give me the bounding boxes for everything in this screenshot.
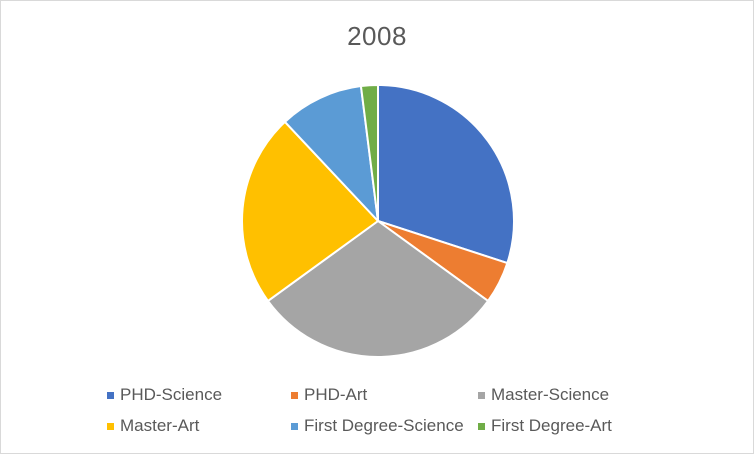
legend-item-4: First Degree-Science bbox=[291, 415, 464, 437]
legend-item-3: Master-Art bbox=[107, 415, 199, 437]
legend-swatch-2 bbox=[478, 391, 485, 399]
legend-label-2: Master-Science bbox=[491, 385, 610, 404]
pie-slice-5 bbox=[359, 83, 379, 222]
pie-slice-3 bbox=[241, 120, 379, 302]
legend-label-4: First Degree-Science bbox=[304, 416, 464, 435]
legend-label-0: PHD-Science bbox=[120, 385, 223, 404]
legend-label-1: PHD-Art bbox=[304, 385, 368, 404]
chart-title: 2008 bbox=[347, 21, 407, 51]
pie-slice-0 bbox=[377, 84, 515, 265]
legend-label-3: Master-Art bbox=[120, 416, 200, 435]
legend-swatch-1 bbox=[291, 391, 298, 399]
pie-slice-4 bbox=[283, 85, 379, 222]
legend-item-1: PHD-Art bbox=[291, 384, 367, 406]
legend-item-2: Master-Science bbox=[478, 384, 609, 406]
legend-swatch-0 bbox=[107, 391, 114, 399]
legend-swatch-4 bbox=[291, 422, 298, 430]
legend-label-5: First Degree-Art bbox=[491, 416, 612, 435]
legend-item-5: First Degree-Art bbox=[478, 415, 612, 437]
legend-item-0: PHD-Science bbox=[107, 384, 222, 406]
pie-slice-2 bbox=[266, 220, 490, 358]
legend-swatch-5 bbox=[478, 422, 485, 430]
legend-swatch-3 bbox=[107, 422, 114, 430]
